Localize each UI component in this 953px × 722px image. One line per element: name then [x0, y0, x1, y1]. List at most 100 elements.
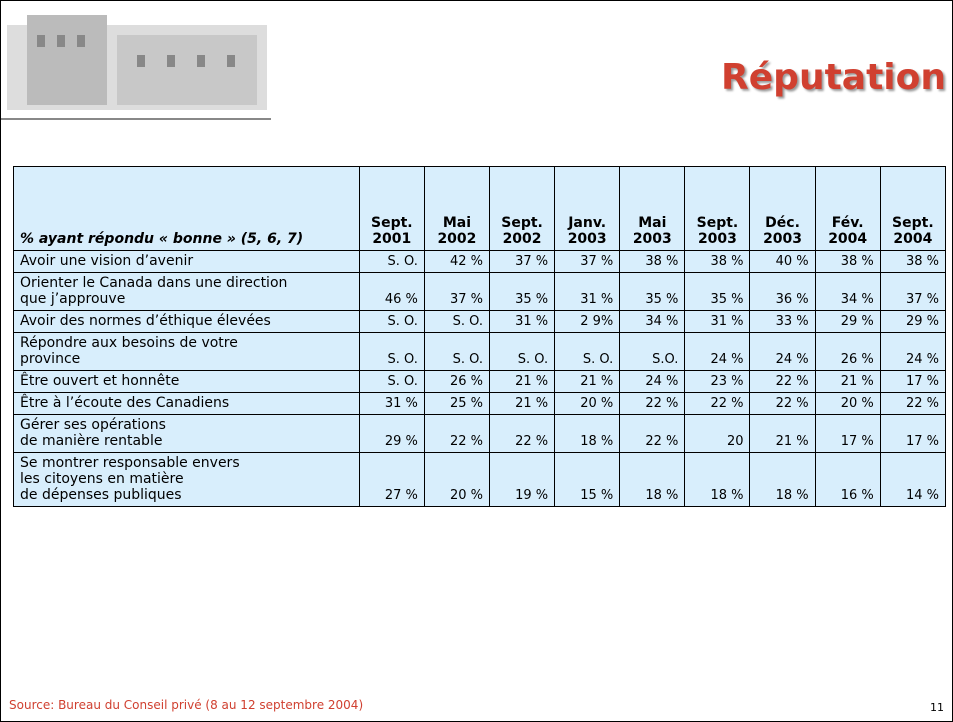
cell-value: 37 % — [424, 273, 489, 311]
cell-value: 29 % — [815, 311, 880, 333]
cell-value: 22 % — [880, 393, 945, 415]
column-header: Mai 2002 — [424, 167, 489, 251]
cell-value: 26 % — [815, 333, 880, 371]
cell-value: 22 % — [620, 393, 685, 415]
cell-value: 20 % — [815, 393, 880, 415]
cell-value: 36 % — [750, 273, 815, 311]
cell-value: 37 % — [555, 251, 620, 273]
cell-value: S. O. — [359, 333, 424, 371]
cell-value: 21 % — [750, 415, 815, 453]
slide-title: Réputation — [721, 57, 946, 98]
cell-value: 18 % — [555, 415, 620, 453]
row-label: Orienter le Canada dans une direction qu… — [14, 273, 360, 311]
column-header: Janv. 2003 — [555, 167, 620, 251]
cell-value: 18 % — [685, 453, 750, 507]
column-header: Sept. 2004 — [880, 167, 945, 251]
cell-value: 37 % — [489, 251, 554, 273]
cell-value: 35 % — [620, 273, 685, 311]
cell-value: 31 % — [555, 273, 620, 311]
cell-value: 20 % — [555, 393, 620, 415]
cell-value: 25 % — [424, 393, 489, 415]
header-rule — [1, 118, 271, 120]
cell-value: 14 % — [880, 453, 945, 507]
cell-value: 24 % — [685, 333, 750, 371]
cell-value: S.O. — [620, 333, 685, 371]
cell-value: 24 % — [880, 333, 945, 371]
column-header: Fév. 2004 — [815, 167, 880, 251]
cell-value: 24 % — [620, 371, 685, 393]
row-label: Gérer ses opérations de manière rentable — [14, 415, 360, 453]
cell-value: 35 % — [685, 273, 750, 311]
cell-value: S. O. — [424, 311, 489, 333]
cell-value: 21 % — [555, 371, 620, 393]
data-table: % ayant répondu « bonne » (5, 6, 7)Sept.… — [13, 166, 946, 507]
cell-value: 19 % — [489, 453, 554, 507]
cell-value: 34 % — [620, 311, 685, 333]
cell-value: 40 % — [750, 251, 815, 273]
cell-value: 38 % — [620, 251, 685, 273]
cell-value: 2 9% — [555, 311, 620, 333]
column-header: Mai 2003 — [620, 167, 685, 251]
cell-value: 38 % — [880, 251, 945, 273]
cell-value: 18 % — [750, 453, 815, 507]
cell-value: S. O. — [489, 333, 554, 371]
table-row: Gérer ses opérations de manière rentable… — [14, 415, 946, 453]
cell-value: 24 % — [750, 333, 815, 371]
column-header: Sept. 2001 — [359, 167, 424, 251]
cell-value: 17 % — [880, 415, 945, 453]
cell-value: 22 % — [620, 415, 685, 453]
cell-value: 16 % — [815, 453, 880, 507]
slide: Réputation % ayant répondu « bonne » (5,… — [0, 0, 953, 722]
cell-value: 38 % — [685, 251, 750, 273]
column-header: Sept. 2003 — [685, 167, 750, 251]
cell-value: 33 % — [750, 311, 815, 333]
row-label: Répondre aux besoins de votre province — [14, 333, 360, 371]
cell-value: 17 % — [880, 371, 945, 393]
row-label: Se montrer responsable envers les citoye… — [14, 453, 360, 507]
cell-value: 21 % — [489, 371, 554, 393]
cell-value: 23 % — [685, 371, 750, 393]
cell-value: 29 % — [359, 415, 424, 453]
column-header: % ayant répondu « bonne » (5, 6, 7) — [14, 167, 360, 251]
cell-value: 18 % — [620, 453, 685, 507]
building-image — [7, 5, 267, 115]
column-header: Déc. 2003 — [750, 167, 815, 251]
cell-value: 46 % — [359, 273, 424, 311]
cell-value: 20 — [685, 415, 750, 453]
cell-value: 15 % — [555, 453, 620, 507]
cell-value: 31 % — [359, 393, 424, 415]
cell-value: 20 % — [424, 453, 489, 507]
cell-value: 22 % — [685, 393, 750, 415]
cell-value: S. O. — [424, 333, 489, 371]
cell-value: 22 % — [489, 415, 554, 453]
row-label: Être à l’écoute des Canadiens — [14, 393, 360, 415]
cell-value: 34 % — [815, 273, 880, 311]
cell-value: 31 % — [685, 311, 750, 333]
cell-value: 22 % — [750, 371, 815, 393]
source-note: Source: Bureau du Conseil privé (8 au 12… — [9, 698, 363, 712]
row-label: Avoir des normes d’éthique élevées — [14, 311, 360, 333]
cell-value: 17 % — [815, 415, 880, 453]
page-number: 11 — [930, 701, 944, 714]
cell-value: 42 % — [424, 251, 489, 273]
cell-value: 35 % — [489, 273, 554, 311]
cell-value: S. O. — [359, 371, 424, 393]
table-row: Se montrer responsable envers les citoye… — [14, 453, 946, 507]
cell-value: S. O. — [359, 251, 424, 273]
cell-value: S. O. — [555, 333, 620, 371]
cell-value: 29 % — [880, 311, 945, 333]
cell-value: 31 % — [489, 311, 554, 333]
cell-value: 21 % — [489, 393, 554, 415]
cell-value: S. O. — [359, 311, 424, 333]
cell-value: 21 % — [815, 371, 880, 393]
table-row: Orienter le Canada dans une direction qu… — [14, 273, 946, 311]
cell-value: 22 % — [424, 415, 489, 453]
row-label: Être ouvert et honnête — [14, 371, 360, 393]
column-header: Sept. 2002 — [489, 167, 554, 251]
cell-value: 26 % — [424, 371, 489, 393]
